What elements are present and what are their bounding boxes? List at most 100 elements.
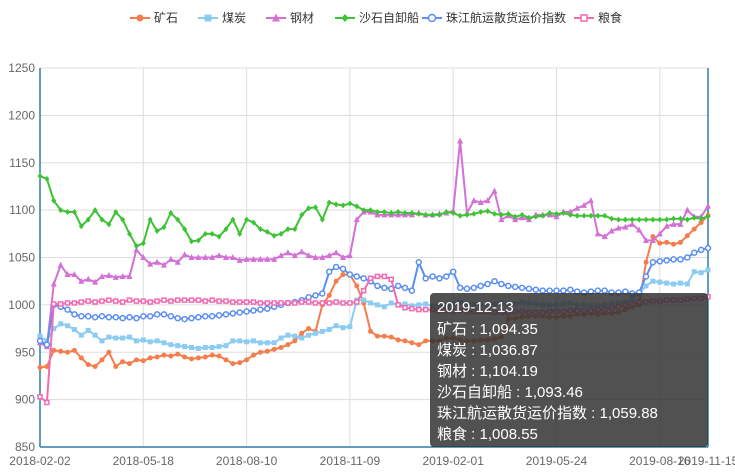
data-point	[271, 300, 277, 306]
x-tick-label: 2019-05-24	[526, 454, 588, 468]
legend-item: 煤炭	[198, 11, 246, 25]
data-point	[360, 275, 367, 282]
data-point	[395, 209, 401, 216]
data-point	[92, 332, 98, 338]
y-tick-label: 1250	[8, 61, 35, 75]
data-point	[305, 294, 312, 301]
data-point	[230, 299, 236, 305]
data-point	[257, 306, 264, 313]
data-point	[292, 333, 298, 339]
data-point	[368, 207, 374, 214]
data-point	[264, 305, 271, 312]
data-point	[78, 299, 85, 305]
data-point	[416, 302, 422, 308]
data-point	[684, 216, 690, 223]
data-point	[236, 256, 243, 263]
data-point	[671, 281, 677, 287]
data-point	[333, 201, 339, 208]
data-point	[181, 251, 188, 258]
data-point	[574, 204, 581, 211]
data-point	[677, 256, 684, 263]
data-point	[243, 255, 250, 262]
data-point	[71, 300, 78, 306]
data-point	[429, 273, 436, 280]
data-point	[120, 216, 126, 223]
data-point	[540, 212, 546, 219]
data-point	[98, 272, 105, 279]
data-point	[401, 284, 409, 292]
data-point	[285, 226, 291, 233]
data-point	[37, 173, 43, 180]
data-point	[409, 340, 415, 346]
data-point	[278, 230, 284, 237]
data-point	[629, 220, 636, 227]
data-point	[133, 357, 139, 363]
data-point	[470, 197, 477, 204]
data-point	[663, 257, 670, 264]
data-point	[595, 212, 601, 219]
data-point	[319, 300, 326, 306]
data-point	[153, 311, 161, 318]
data-point	[50, 280, 57, 287]
y-tick-label: 850	[15, 440, 35, 454]
data-point	[333, 249, 340, 256]
data-point	[189, 238, 195, 245]
data-point	[264, 255, 271, 262]
data-point	[553, 210, 559, 217]
data-point	[353, 273, 361, 280]
data-point	[354, 283, 360, 289]
data-point	[168, 342, 174, 348]
data-point	[58, 321, 64, 327]
data-point	[361, 207, 367, 214]
data-point	[230, 216, 236, 223]
data-point	[160, 261, 167, 268]
series-沙石自卸船	[37, 173, 711, 250]
data-point	[119, 299, 126, 305]
tooltip-box	[430, 293, 708, 447]
data-point	[332, 263, 340, 271]
data-point	[526, 214, 532, 221]
data-point	[113, 363, 119, 369]
data-point	[78, 223, 84, 230]
data-point	[333, 323, 339, 329]
data-point	[188, 314, 195, 322]
data-point	[298, 248, 305, 255]
data-point	[518, 284, 526, 292]
data-point	[278, 252, 285, 259]
data-point	[257, 300, 264, 306]
data-point	[705, 202, 711, 209]
x-tick-label: 2018-05-18	[113, 454, 175, 468]
data-point	[346, 271, 354, 278]
data-point	[113, 298, 119, 304]
data-point	[106, 221, 112, 228]
data-point	[182, 226, 188, 233]
data-point	[456, 284, 464, 292]
data-point	[127, 361, 133, 367]
data-point	[340, 254, 347, 260]
data-point	[250, 255, 257, 262]
data-point	[436, 211, 442, 218]
data-point	[636, 216, 642, 223]
data-point	[271, 255, 278, 262]
data-point	[78, 277, 85, 284]
data-point	[195, 355, 201, 361]
data-point	[347, 324, 353, 330]
x-tick-label: 2019-11-15	[678, 454, 735, 468]
data-point	[278, 335, 284, 341]
data-point	[244, 339, 250, 345]
data-point	[105, 313, 113, 321]
x-tick-label: 2018-11-09	[320, 454, 381, 468]
data-point	[470, 284, 478, 292]
data-point	[491, 187, 498, 194]
data-point	[92, 278, 99, 285]
data-point	[498, 216, 505, 223]
x-tick-label: 2018-02-02	[9, 454, 71, 468]
data-point	[71, 347, 77, 353]
data-point	[65, 349, 71, 355]
data-point	[57, 301, 64, 307]
data-point	[457, 137, 464, 144]
data-point	[264, 340, 270, 346]
data-point	[381, 273, 388, 280]
legend-marker	[341, 14, 349, 22]
legend-item: 沙石自卸船	[335, 10, 419, 25]
